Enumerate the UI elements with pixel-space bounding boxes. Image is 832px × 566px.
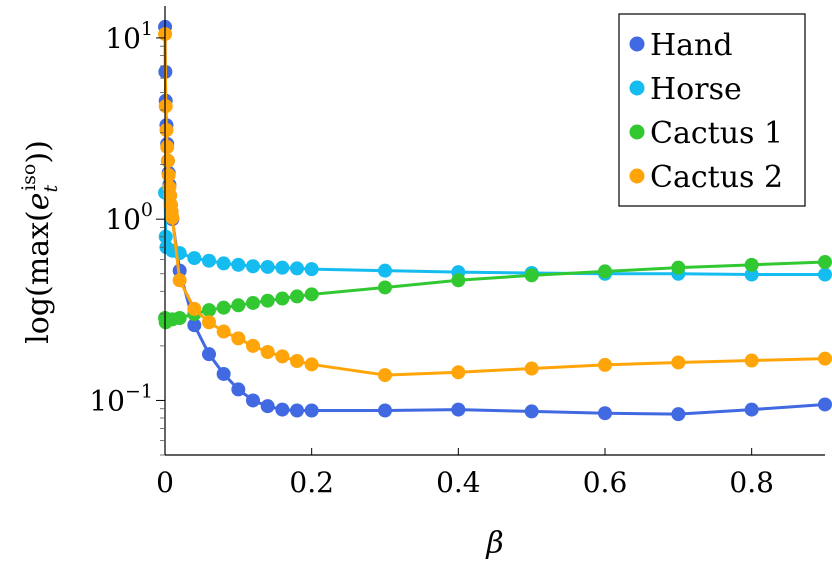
series-line-cactus-2: [163, 34, 826, 377]
data-point-cactus-2-13: [202, 315, 216, 330]
y-tick-label: 101: [105, 18, 153, 55]
data-point-cactus-1-19: [744, 257, 759, 272]
legend-label-horse: Horse: [650, 72, 742, 107]
data-point-horse-20: [818, 267, 832, 282]
data-point-hand-28: [818, 397, 832, 412]
data-point-cactus-2-11: [172, 273, 187, 288]
data-point-cactus-1-13: [304, 287, 319, 302]
data-point-cactus-2-10: [165, 210, 180, 225]
data-point-cactus-1-12: [290, 289, 304, 304]
data-point-hand-21: [304, 403, 319, 418]
data-point-cactus-2-19: [290, 354, 304, 369]
data-point-cactus-2-14: [216, 324, 231, 339]
data-point-horse-13: [304, 262, 319, 277]
data-point-cactus-2-15: [231, 331, 246, 346]
legend-marker-horse: [629, 80, 645, 96]
y-axis-title: log(max(etiso)): [18, 140, 62, 344]
data-point-horse-9: [246, 259, 260, 274]
data-point-hand-14: [202, 347, 216, 362]
data-point-cactus-2-1: [158, 99, 173, 114]
legend-marker-cactus-2: [629, 168, 645, 184]
data-point-cactus-1-9: [246, 295, 260, 310]
data-point-cactus-1-16: [524, 268, 539, 283]
data-point-cactus-2-4: [160, 153, 175, 168]
data-point-hand-18: [260, 399, 275, 414]
x-tick-label: 0.6: [583, 466, 628, 499]
data-point-cactus-1-11: [275, 291, 290, 306]
x-tick-label: 0.4: [436, 466, 481, 499]
axes-group: 0 0.2 0.4 0.6 0.8 10−1 100 101 β log(max(etiso)): [18, 6, 825, 561]
legend: Hand Horse Cactus 1 Cactus 2: [618, 13, 806, 207]
data-point-cactus-2-16: [246, 338, 260, 353]
series-cactus-2: [158, 27, 832, 383]
data-point-horse-1: [158, 229, 173, 244]
data-point-horse-12: [290, 261, 304, 276]
data-point-cactus-2-17: [260, 345, 275, 360]
data-point-horse-8: [231, 257, 246, 272]
data-point-cactus-1-7: [216, 300, 231, 315]
data-point-cactus-2-27: [818, 351, 832, 366]
data-point-cactus-2-21: [378, 368, 392, 383]
data-point-hand-15: [216, 366, 231, 381]
data-point-hand-25: [598, 406, 612, 421]
data-point-horse-6: [202, 253, 216, 268]
x-tick-label: 0.2: [289, 466, 334, 499]
data-point-hand-20: [290, 403, 304, 418]
x-tick-label: 0: [156, 466, 174, 499]
legend-marker-cactus-1: [629, 124, 645, 140]
data-point-hand-26: [671, 407, 686, 422]
data-point-cactus-1-6: [202, 303, 216, 318]
data-point-horse-10: [260, 259, 275, 274]
data-point-hand-13: [187, 318, 202, 333]
data-point-cactus-1-18: [671, 260, 686, 275]
data-point-cactus-2-26: [744, 353, 759, 368]
data-point-cactus-1-20: [818, 255, 832, 270]
data-point-horse-19: [744, 267, 759, 282]
legend-label-cactus-1: Cactus 1: [650, 116, 783, 151]
legend-marker-hand: [629, 36, 645, 52]
legend-box: [618, 13, 806, 207]
data-point-hand-17: [246, 393, 260, 408]
data-point-hand-27: [744, 402, 759, 417]
y-tick-label: 10−1: [89, 380, 153, 417]
data-point-cactus-2-22: [451, 365, 466, 380]
data-point-cactus-2-3: [160, 140, 175, 155]
data-point-cactus-2-18: [275, 349, 290, 364]
data-point-cactus-1-10: [260, 293, 275, 308]
data-point-cactus-2-2: [159, 123, 174, 138]
data-point-cactus-2-5: [161, 168, 176, 183]
data-point-cactus-1-14: [378, 280, 392, 295]
x-tick-label: 0.8: [729, 466, 774, 499]
data-point-cactus-1-17: [598, 264, 612, 279]
data-point-horse-11: [275, 260, 290, 275]
x-axis-title: β: [485, 526, 503, 561]
data-point-cactus-1-4: [172, 310, 187, 325]
data-point-cactus-1-15: [451, 273, 466, 288]
data-point-cactus-2-24: [598, 357, 612, 372]
data-point-cactus-2-12: [187, 301, 202, 316]
data-point-cactus-1-8: [231, 298, 246, 313]
data-point-horse-5: [187, 251, 202, 266]
data-point-horse-14: [378, 263, 392, 278]
data-point-cactus-2-20: [304, 357, 319, 372]
data-point-cactus-2-23: [524, 361, 539, 376]
data-point-cactus-2-25: [671, 355, 686, 370]
data-point-hand-16: [231, 382, 246, 397]
data-point-hand-22: [378, 403, 392, 418]
data-point-hand-23: [451, 402, 466, 417]
y-tick-label: 100: [105, 199, 153, 236]
legend-label-hand: Hand: [650, 28, 733, 63]
data-point-hand-24: [524, 404, 539, 419]
data-point-hand-19: [275, 402, 290, 417]
legend-label-cactus-2: Cactus 2: [650, 160, 783, 195]
plot-series-group: [158, 19, 832, 422]
data-point-horse-7: [216, 256, 231, 271]
